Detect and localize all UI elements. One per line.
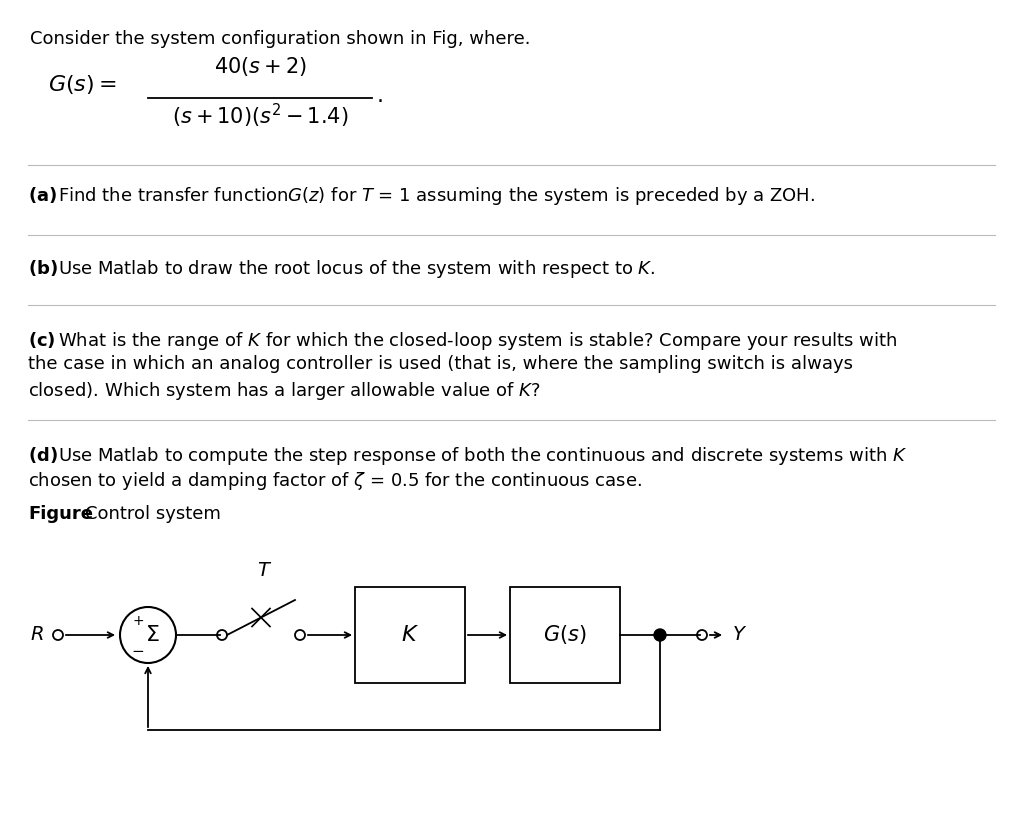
- Text: Consider the system configuration shown in Fig, where.: Consider the system configuration shown …: [30, 30, 530, 48]
- Text: chosen to yield a damping factor of $\zeta$ = 0.5 for the continuous case.: chosen to yield a damping factor of $\ze…: [28, 470, 642, 492]
- Text: $\Sigma$: $\Sigma$: [144, 625, 160, 645]
- Text: Control system: Control system: [85, 505, 221, 523]
- Text: Use Matlab to draw the root locus of the system with respect to $K$.: Use Matlab to draw the root locus of the…: [58, 258, 655, 280]
- FancyBboxPatch shape: [510, 587, 620, 683]
- Circle shape: [654, 629, 666, 641]
- Text: $\mathbf{(b)}$: $\mathbf{(b)}$: [28, 258, 58, 278]
- Text: .: .: [377, 86, 384, 106]
- Text: Use Matlab to compute the step response of both the continuous and discrete syst: Use Matlab to compute the step response …: [58, 445, 907, 467]
- Text: $K$: $K$: [401, 625, 419, 645]
- Text: $G(s)$: $G(s)$: [543, 624, 587, 647]
- Text: $Y$: $Y$: [732, 625, 748, 644]
- Text: Figure: Figure: [28, 505, 93, 523]
- Text: −: −: [132, 643, 144, 658]
- Text: $T$: $T$: [257, 561, 272, 580]
- Text: closed). Which system has a larger allowable value of $K$?: closed). Which system has a larger allow…: [28, 380, 541, 402]
- Text: $\mathbf{(a)}$: $\mathbf{(a)}$: [28, 185, 57, 205]
- Text: $\mathbf{(c)}$: $\mathbf{(c)}$: [28, 330, 55, 350]
- Text: $40(s + 2)$: $40(s + 2)$: [214, 55, 306, 78]
- Text: Find the transfer function$G(z)$ for $T$ = 1 assuming the system is preceded by : Find the transfer function$G(z)$ for $T$…: [58, 185, 815, 207]
- Text: $G(s) =$: $G(s) =$: [48, 74, 117, 97]
- Text: the case in which an analog controller is used (that is, where the sampling swit: the case in which an analog controller i…: [28, 355, 853, 373]
- Text: +: +: [132, 614, 143, 628]
- Text: $R$: $R$: [30, 625, 44, 644]
- Text: What is the range of $K$ for which the closed-loop system is stable? Compare you: What is the range of $K$ for which the c…: [58, 330, 898, 352]
- FancyBboxPatch shape: [355, 587, 465, 683]
- Text: $\mathbf{(d)}$: $\mathbf{(d)}$: [28, 445, 58, 465]
- Text: $(s + 10)(s^2 - 1.4)$: $(s + 10)(s^2 - 1.4)$: [172, 102, 348, 130]
